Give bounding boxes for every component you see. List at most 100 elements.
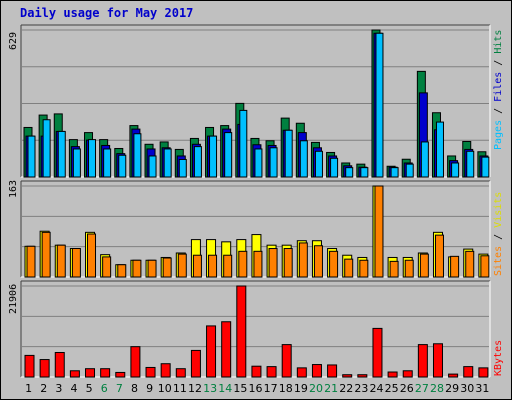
x-tick-label: 28 (430, 382, 444, 395)
x-tick-label: 21 (324, 382, 338, 395)
kbytes-bar (402, 370, 413, 378)
pages-bar (481, 156, 490, 178)
pages-bar (163, 148, 172, 178)
x-tick-label: 25 (385, 382, 399, 395)
kbytes-bar (69, 370, 80, 378)
sites-bar (298, 242, 308, 278)
pages-bar (118, 154, 127, 178)
panel3-ymax-label: 21906 (8, 283, 19, 314)
pages-bar (178, 158, 187, 178)
sites-bar (71, 248, 81, 278)
sites-bar (419, 253, 429, 278)
kbytes-bar (115, 371, 126, 378)
sites-bar (434, 234, 444, 278)
sites-bar (102, 256, 112, 278)
panel1-legend: Pages / Files / Hits (493, 30, 504, 150)
x-tick-label: 17 (264, 382, 278, 395)
sites-bar (147, 259, 157, 278)
pages-bar (193, 146, 202, 178)
panel2-legend: Sites / Visits (493, 192, 504, 276)
sites-bar (359, 259, 369, 278)
sites-bar (283, 248, 293, 278)
kbytes-bar (432, 343, 443, 378)
pages-bar (360, 167, 369, 178)
kbytes-bar (190, 349, 201, 378)
kbytes-bar (54, 351, 65, 378)
x-tick-label: 18 (279, 382, 293, 395)
pages-bar (239, 109, 248, 178)
x-tick-label: 8 (131, 382, 138, 395)
x-tick-label: 7 (116, 382, 123, 395)
kbytes-bar (417, 344, 428, 378)
sites-bar (389, 260, 399, 278)
sites-bar (253, 250, 263, 278)
legend-hits: Hits (493, 29, 504, 54)
pages-bar (314, 150, 323, 178)
pages-bar (57, 130, 66, 178)
x-tick-label: 16 (249, 382, 263, 395)
kbytes-bar (221, 321, 232, 378)
sites-bar (132, 259, 142, 278)
legend-files: Files (493, 71, 504, 102)
x-tick-label: 2 (40, 382, 47, 395)
kbytes-bar (100, 368, 111, 378)
sites-bar (465, 250, 475, 278)
x-tick-label: 10 (158, 382, 172, 395)
x-tick-label: 6 (101, 382, 108, 395)
x-tick-label: 1 (25, 382, 32, 395)
panel-3-background (21, 281, 490, 377)
sites-bar (329, 250, 339, 278)
kbytes-bar (478, 367, 489, 378)
pages-bar (72, 148, 81, 178)
x-tick-label: 3 (55, 382, 62, 395)
sites-bar (374, 185, 384, 278)
pages-bar (284, 129, 293, 178)
x-tick-label: 5 (86, 382, 93, 395)
sites-bar (56, 244, 66, 278)
sites-bar (223, 254, 233, 278)
pages-bar (299, 140, 308, 178)
x-tick-label: 19 (294, 382, 308, 395)
kbytes-bar (145, 366, 156, 378)
sites-bar (177, 253, 187, 278)
pages-bar (254, 148, 263, 178)
x-tick-label: 14 (218, 382, 232, 395)
kbytes-bar (24, 354, 35, 378)
pages-bar (405, 163, 414, 178)
kbytes-bar (387, 371, 398, 378)
pages-bar (466, 150, 475, 178)
x-tick-label: 4 (70, 382, 77, 395)
sites-bar (404, 259, 414, 278)
pages-bar (88, 139, 97, 178)
sites-bar (238, 250, 248, 278)
pages-bar (451, 162, 460, 178)
chart-title: Daily usage for May 2017 (20, 6, 194, 20)
pages-bar (345, 167, 354, 178)
pages-bar (103, 148, 112, 178)
legend-kbytes: KBytes (493, 339, 504, 376)
x-tick-label: 29 (445, 382, 459, 395)
x-tick-label: 23 (354, 382, 368, 395)
x-tick-label: 30 (460, 382, 474, 395)
kbytes-bar (251, 365, 262, 378)
kbytes-bar (342, 374, 353, 378)
x-tick-label: 22 (339, 382, 353, 395)
sites-bar (313, 245, 323, 278)
legend-sites: Sites (493, 245, 504, 276)
sites-bar (41, 231, 51, 278)
x-tick-label: 9 (146, 382, 153, 395)
sites-bar (117, 264, 127, 278)
x-tick-label: 13 (203, 382, 217, 395)
panel3-legend: KBytes (493, 340, 504, 376)
kbytes-bar (372, 327, 383, 378)
pages-bar (133, 133, 142, 178)
kbytes-bar (175, 368, 186, 378)
pages-bar (420, 141, 429, 178)
x-tick-label: 27 (415, 382, 429, 395)
pages-bar (390, 167, 399, 178)
sites-bar (26, 245, 36, 278)
x-tick-label: 24 (370, 382, 384, 395)
kbytes-bar (85, 368, 96, 378)
kbytes-bar (463, 366, 474, 378)
kbytes-bar (311, 364, 322, 378)
